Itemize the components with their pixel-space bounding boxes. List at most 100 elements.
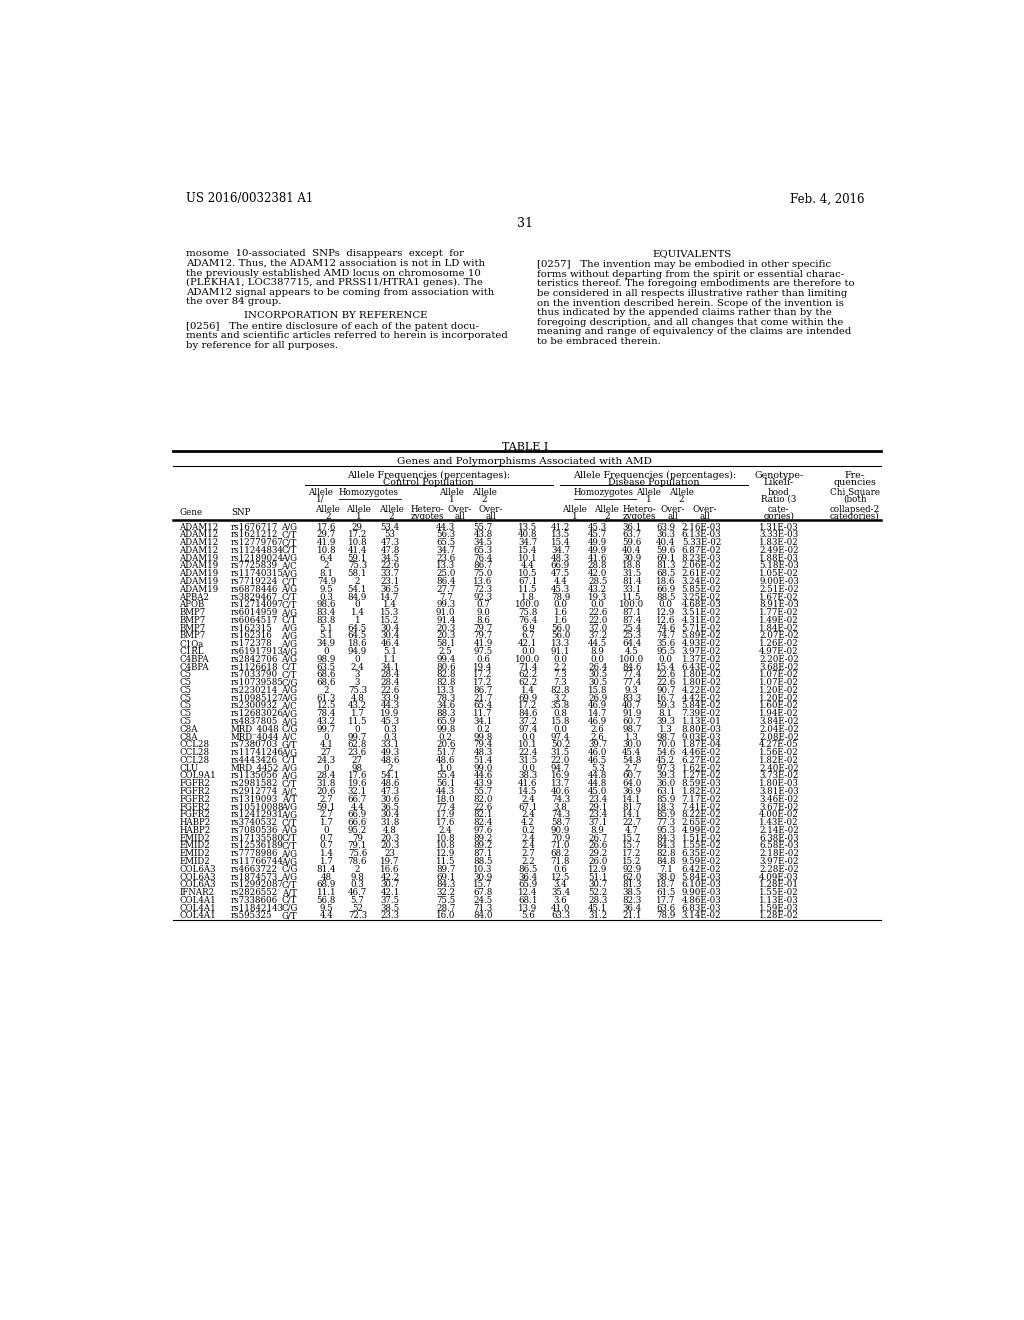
Text: 95.5: 95.5: [656, 647, 676, 656]
Text: A/G: A/G: [282, 639, 297, 648]
Text: 3.4: 3.4: [554, 880, 567, 890]
Text: 29.2: 29.2: [588, 849, 607, 858]
Text: 7.3: 7.3: [554, 678, 567, 688]
Text: C5: C5: [179, 671, 191, 680]
Text: 17.6: 17.6: [348, 771, 367, 780]
Text: 5.18E-03: 5.18E-03: [759, 561, 799, 570]
Text: Chi Square: Chi Square: [829, 488, 880, 496]
Text: 8.80E-03: 8.80E-03: [682, 725, 722, 734]
Text: 10.5: 10.5: [518, 569, 538, 578]
Text: 7.1: 7.1: [658, 865, 673, 874]
Text: 60.7: 60.7: [622, 771, 641, 780]
Text: 47.3: 47.3: [380, 539, 399, 548]
Text: 1.80E-03: 1.80E-03: [759, 779, 799, 788]
Text: 3.25E-02: 3.25E-02: [682, 593, 721, 602]
Text: C/T: C/T: [282, 593, 297, 602]
Text: 15.4: 15.4: [551, 539, 570, 548]
Text: 4.22E-02: 4.22E-02: [682, 686, 721, 694]
Text: 28.3: 28.3: [588, 896, 607, 906]
Text: 2: 2: [481, 495, 487, 504]
Text: FGFR2: FGFR2: [179, 779, 210, 788]
Text: 26.0: 26.0: [588, 857, 607, 866]
Text: 4.4: 4.4: [521, 561, 535, 570]
Text: 10.8: 10.8: [436, 834, 456, 842]
Text: ADAM19: ADAM19: [179, 577, 218, 586]
Text: 81.3: 81.3: [622, 880, 641, 890]
Text: 75.3: 75.3: [348, 561, 367, 570]
Text: rs3740532: rs3740532: [231, 818, 279, 828]
Text: 0.2: 0.2: [521, 826, 535, 836]
Text: 9.00E-03: 9.00E-03: [759, 577, 799, 586]
Text: 59.6: 59.6: [656, 546, 676, 554]
Text: 42.1: 42.1: [380, 888, 399, 898]
Text: 8.1: 8.1: [658, 709, 673, 718]
Text: 100.0: 100.0: [620, 655, 644, 664]
Text: 1: 1: [571, 512, 578, 521]
Text: 5.85E-02: 5.85E-02: [682, 585, 721, 594]
Text: 2.04E-02: 2.04E-02: [759, 725, 799, 734]
Text: 64.5: 64.5: [348, 624, 367, 632]
Text: 87.1: 87.1: [622, 609, 641, 618]
Text: 1.59E-03: 1.59E-03: [759, 904, 799, 912]
Text: rs11244834: rs11244834: [231, 546, 284, 554]
Text: CCL28: CCL28: [179, 741, 209, 750]
Text: rs1135056: rs1135056: [231, 771, 279, 780]
Text: Allele: Allele: [669, 488, 694, 496]
Text: HABP2: HABP2: [179, 818, 210, 828]
Text: 89.7: 89.7: [436, 865, 456, 874]
Text: 78.9: 78.9: [656, 912, 676, 920]
Text: 3.14E-02: 3.14E-02: [682, 912, 721, 920]
Text: Over-: Over-: [660, 506, 685, 513]
Text: 19.6: 19.6: [348, 779, 367, 788]
Text: 0.0: 0.0: [591, 601, 604, 610]
Text: 2: 2: [354, 865, 360, 874]
Text: 11.7: 11.7: [473, 709, 493, 718]
Text: A/G: A/G: [282, 771, 297, 780]
Text: 52: 52: [352, 904, 362, 912]
Text: 4.09E-03: 4.09E-03: [759, 873, 799, 882]
Text: rs7725839: rs7725839: [231, 561, 279, 570]
Text: 31: 31: [517, 216, 532, 230]
Text: 46.0: 46.0: [588, 748, 607, 758]
Text: rs12683026: rs12683026: [231, 709, 284, 718]
Text: 22.0: 22.0: [551, 756, 570, 764]
Text: 88.5: 88.5: [656, 593, 676, 602]
Text: A/G: A/G: [282, 849, 297, 858]
Text: A/G: A/G: [282, 764, 297, 772]
Text: 86.7: 86.7: [473, 561, 493, 570]
Text: C/T: C/T: [282, 671, 297, 680]
Text: 68.5: 68.5: [656, 569, 676, 578]
Text: Allele: Allele: [472, 488, 497, 496]
Text: 95.3: 95.3: [656, 826, 676, 836]
Text: the previously established AMD locus on chromosome 10: the previously established AMD locus on …: [186, 268, 481, 277]
Text: FGFR2: FGFR2: [179, 810, 210, 820]
Text: 2: 2: [389, 512, 394, 521]
Text: 0.3: 0.3: [319, 593, 333, 602]
Text: 34.5: 34.5: [473, 539, 493, 548]
Text: 25.4: 25.4: [623, 624, 641, 632]
Text: 12.9: 12.9: [436, 849, 456, 858]
Text: 6.38E-03: 6.38E-03: [759, 834, 799, 842]
Text: 8.91E-03: 8.91E-03: [759, 601, 799, 610]
Text: 30.4: 30.4: [380, 810, 399, 820]
Text: IFNAR2: IFNAR2: [179, 888, 214, 898]
Text: rs6064517: rs6064517: [231, 616, 279, 624]
Text: 53.4: 53.4: [380, 523, 399, 532]
Text: 24.5: 24.5: [473, 896, 493, 906]
Text: 14.7: 14.7: [380, 593, 399, 602]
Text: A/G: A/G: [282, 694, 297, 702]
Text: 2.4: 2.4: [521, 810, 535, 820]
Text: [0256]   The entire disclosure of each of the patent docu-: [0256] The entire disclosure of each of …: [186, 322, 479, 330]
Text: 84.3: 84.3: [656, 834, 676, 842]
Text: 43.2: 43.2: [348, 701, 367, 710]
Text: 54.8: 54.8: [622, 756, 641, 764]
Text: 74.6: 74.6: [656, 624, 676, 632]
Text: 56.3: 56.3: [436, 531, 456, 540]
Text: 41.9: 41.9: [316, 539, 336, 548]
Text: Allele Frequencies (percentages):: Allele Frequencies (percentages):: [347, 471, 510, 480]
Text: 39.7: 39.7: [588, 741, 607, 750]
Text: 1.83E-02: 1.83E-02: [759, 539, 799, 548]
Text: 22.6: 22.6: [656, 678, 676, 688]
Text: 98.7: 98.7: [656, 733, 676, 742]
Text: 59.3: 59.3: [656, 701, 676, 710]
